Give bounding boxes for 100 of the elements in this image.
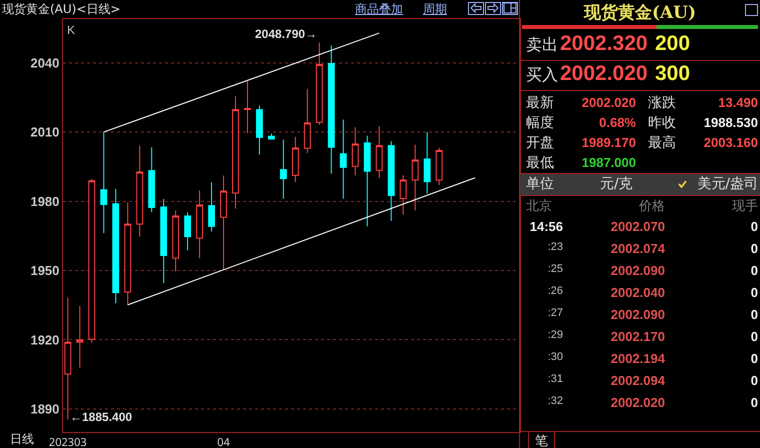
- candlestick: [124, 202, 132, 306]
- candlestick: [88, 178, 96, 344]
- text: 2002.020: [560, 62, 648, 86]
- y-tick-label: 2040: [30, 55, 60, 70]
- text: 单位: [526, 175, 554, 193]
- text: 最新: [526, 94, 554, 112]
- candlestick: [196, 190, 203, 259]
- candlestick: [136, 145, 144, 238]
- candlestick: [316, 42, 323, 126]
- text: 2002.094: [610, 373, 665, 388]
- text: 0: [750, 263, 758, 278]
- text: 美元/盎司: [697, 175, 758, 193]
- candlestick: [376, 126, 383, 178]
- text: 2002.020: [610, 395, 665, 410]
- candlestick: [280, 139, 287, 200]
- text: 元/克: [600, 175, 633, 193]
- text: 0: [750, 285, 758, 300]
- text: 2002.320: [560, 32, 648, 56]
- text: 开盘: [526, 134, 554, 152]
- text: 卖出: [526, 35, 558, 56]
- y-tick-label: 1980: [30, 194, 60, 209]
- text: 0: [750, 395, 758, 410]
- text: 2002.090: [610, 263, 665, 278]
- text: 200: [655, 32, 690, 56]
- annotation: ←1885.400: [70, 410, 132, 424]
- candlestick: [268, 133, 275, 140]
- y-tick-label: 1920: [30, 332, 60, 348]
- candlestick: [424, 132, 431, 194]
- candlestick: [304, 88, 311, 154]
- annotation: K: [67, 23, 76, 37]
- text: 2002.170: [610, 329, 665, 344]
- text: :31: [548, 373, 563, 385]
- text: 商品叠加: [355, 1, 403, 18]
- text: 2002.074: [610, 241, 665, 256]
- text: 最低: [526, 154, 554, 172]
- text: :26: [548, 285, 563, 297]
- text: 2002.090: [610, 307, 665, 322]
- text: 现手: [732, 198, 758, 215]
- x-tick-label: 202303: [48, 435, 87, 448]
- y-tick-label: 1950: [30, 263, 60, 278]
- text: 0: [750, 373, 758, 388]
- candlestick: [364, 135, 371, 227]
- text: 昨收: [648, 114, 676, 132]
- candlestick: [100, 132, 108, 234]
- text: 现货黄金(AU): [582, 2, 698, 24]
- text: 周期: [423, 1, 447, 18]
- text: 2002.040: [610, 285, 665, 300]
- candlestick: [148, 146, 156, 213]
- text: 笔: [528, 432, 555, 448]
- candlestick: [292, 136, 299, 183]
- text: 0.68%: [599, 115, 636, 130]
- y-tick-label: 2010: [30, 124, 60, 140]
- candlestick: [172, 210, 180, 272]
- candlestick: [244, 80, 251, 134]
- candlestick: [352, 126, 359, 176]
- candlestick: [256, 105, 263, 156]
- text: 买入: [526, 65, 558, 86]
- text: 价格: [639, 198, 665, 215]
- candlestick: [388, 140, 395, 222]
- text: 1987.000: [582, 155, 636, 170]
- text: 300: [655, 62, 690, 86]
- text: 0: [750, 351, 758, 366]
- text: 北京: [526, 198, 552, 215]
- text: 0: [750, 241, 758, 256]
- text: 涨跌: [648, 94, 676, 112]
- text: :32: [548, 395, 563, 407]
- candlestick: [184, 212, 192, 251]
- candlestick: [412, 144, 419, 211]
- text: :25: [548, 263, 563, 275]
- text: 13.490: [718, 95, 758, 110]
- text: 最高: [648, 134, 676, 152]
- text: 2002.020: [582, 95, 636, 110]
- candlestick: [340, 119, 347, 200]
- candlestick: [328, 45, 335, 174]
- candlestick: [208, 182, 215, 232]
- x-axis-title: 日线: [10, 432, 34, 447]
- candlestick: [232, 96, 239, 210]
- y-tick-label: 1890: [30, 401, 60, 416]
- text: :23: [548, 241, 563, 253]
- text: :27: [548, 307, 563, 319]
- text: 幅度: [526, 114, 554, 132]
- candlestick: [436, 147, 443, 186]
- text: 2002.194: [610, 351, 665, 366]
- text: 1988.530: [704, 115, 758, 130]
- annotation: 2048.790→: [255, 27, 318, 41]
- candlestick: [160, 198, 168, 284]
- text: 0: [750, 219, 758, 234]
- text: 14:56: [530, 219, 563, 234]
- x-tick-label: 04: [217, 435, 231, 448]
- text: 0: [750, 307, 758, 322]
- candlestick: [112, 188, 120, 304]
- candlestick: [220, 175, 227, 270]
- text: 2003.160: [704, 135, 758, 150]
- text: 0: [750, 329, 758, 344]
- chart-title: 现货黄金(AU)<日线>: [2, 1, 120, 18]
- text: :29: [548, 329, 563, 341]
- candlestick: [64, 296, 72, 420]
- text: :30: [548, 351, 563, 363]
- text: 2002.070: [610, 219, 665, 234]
- candlestick: [76, 306, 84, 368]
